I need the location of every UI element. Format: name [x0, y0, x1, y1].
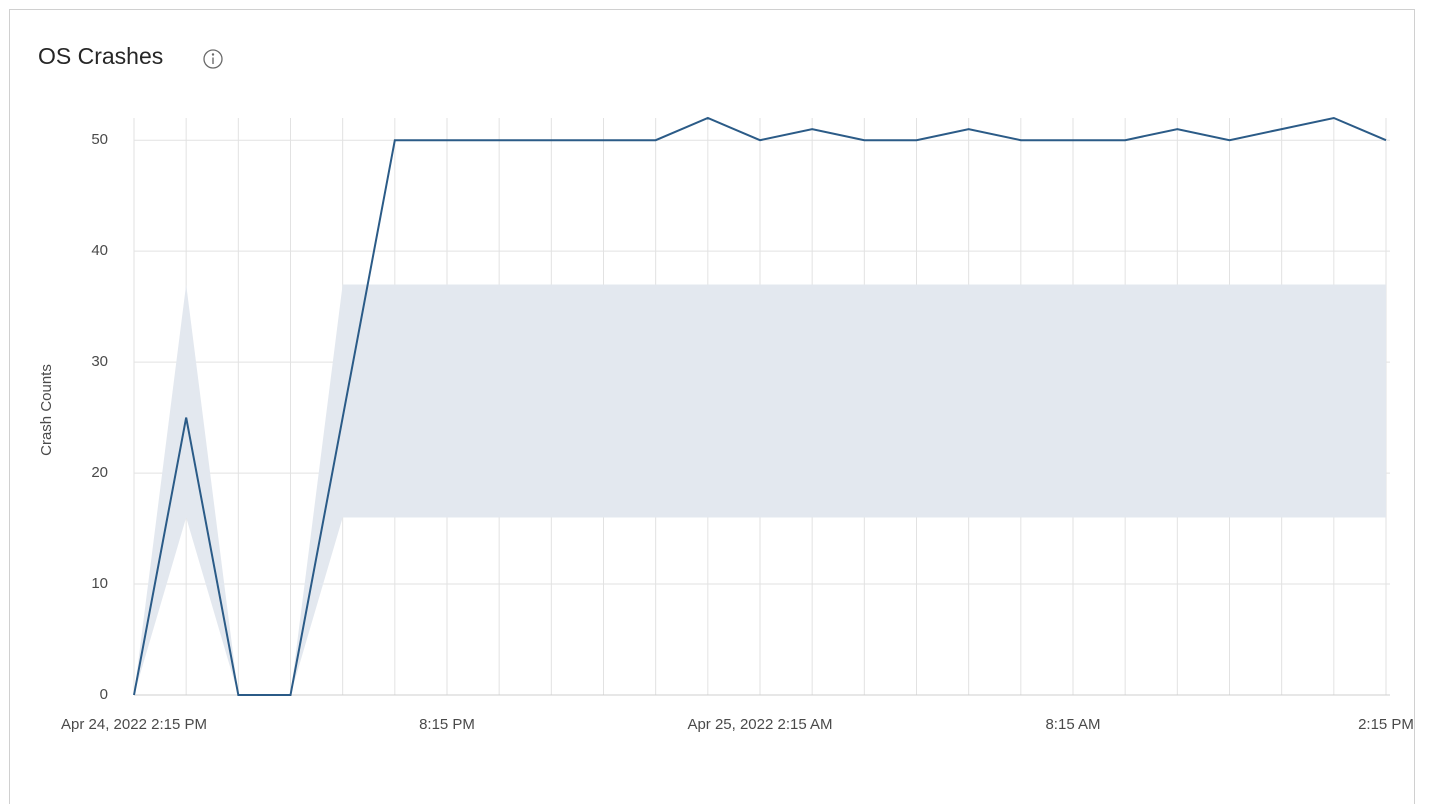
x-tick-label: 2:15 PM	[1358, 716, 1414, 733]
info-icon[interactable]	[203, 49, 223, 69]
y-tick-label: 0	[100, 686, 108, 703]
x-tick-label: Apr 25, 2022 2:15 AM	[687, 716, 832, 733]
x-tick-label: 8:15 AM	[1045, 716, 1100, 733]
x-tick-label: 8:15 PM	[419, 716, 475, 733]
y-tick-label: 20	[91, 464, 108, 481]
range-band	[134, 284, 1386, 695]
y-tick-label: 50	[91, 131, 108, 148]
plot: 0 10 20 30 40 50 Apr 24, 2022 2:15 PM 8:15 PM Ap…	[61, 116, 1414, 733]
y-axis-label: Crash Counts	[38, 364, 55, 456]
card-title: OS Crashes	[38, 43, 163, 69]
data-line	[133, 116, 1387, 696]
y-tick-label: 10	[91, 575, 108, 592]
y-tick-label: 40	[91, 242, 108, 259]
y-tick-label: 30	[91, 353, 108, 370]
x-tick-label: Apr 24, 2022 2:15 PM	[61, 716, 207, 733]
